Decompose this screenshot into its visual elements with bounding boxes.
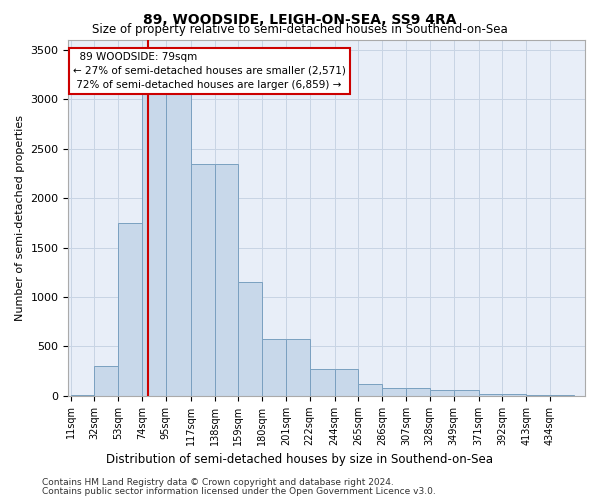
Bar — [118, 223, 142, 396]
Bar — [502, 394, 526, 396]
Bar — [454, 390, 479, 396]
Bar — [262, 340, 286, 396]
Y-axis label: Number of semi-detached properties: Number of semi-detached properties — [15, 115, 25, 321]
Text: 89, WOODSIDE, LEIGH-ON-SEA, SS9 4RA: 89, WOODSIDE, LEIGH-ON-SEA, SS9 4RA — [143, 12, 457, 26]
Bar — [310, 369, 335, 396]
Bar — [142, 64, 166, 396]
Bar — [238, 282, 262, 396]
Text: Distribution of semi-detached houses by size in Southend-on-Sea: Distribution of semi-detached houses by … — [107, 452, 493, 466]
Bar — [94, 366, 118, 396]
Bar — [286, 340, 310, 396]
Text: Size of property relative to semi-detached houses in Southend-on-Sea: Size of property relative to semi-detach… — [92, 22, 508, 36]
Bar — [479, 394, 502, 396]
Bar — [430, 390, 454, 396]
Bar — [335, 369, 358, 396]
Bar — [215, 164, 238, 396]
Bar — [382, 388, 406, 396]
Bar — [191, 164, 215, 396]
Text: 89 WOODSIDE: 79sqm
← 27% of semi-detached houses are smaller (2,571)
 72% of sem: 89 WOODSIDE: 79sqm ← 27% of semi-detache… — [73, 52, 346, 90]
Bar — [166, 64, 191, 396]
Text: Contains HM Land Registry data © Crown copyright and database right 2024.: Contains HM Land Registry data © Crown c… — [42, 478, 394, 487]
Text: Contains public sector information licensed under the Open Government Licence v3: Contains public sector information licen… — [42, 486, 436, 496]
Bar — [358, 384, 382, 396]
Bar — [406, 388, 430, 396]
